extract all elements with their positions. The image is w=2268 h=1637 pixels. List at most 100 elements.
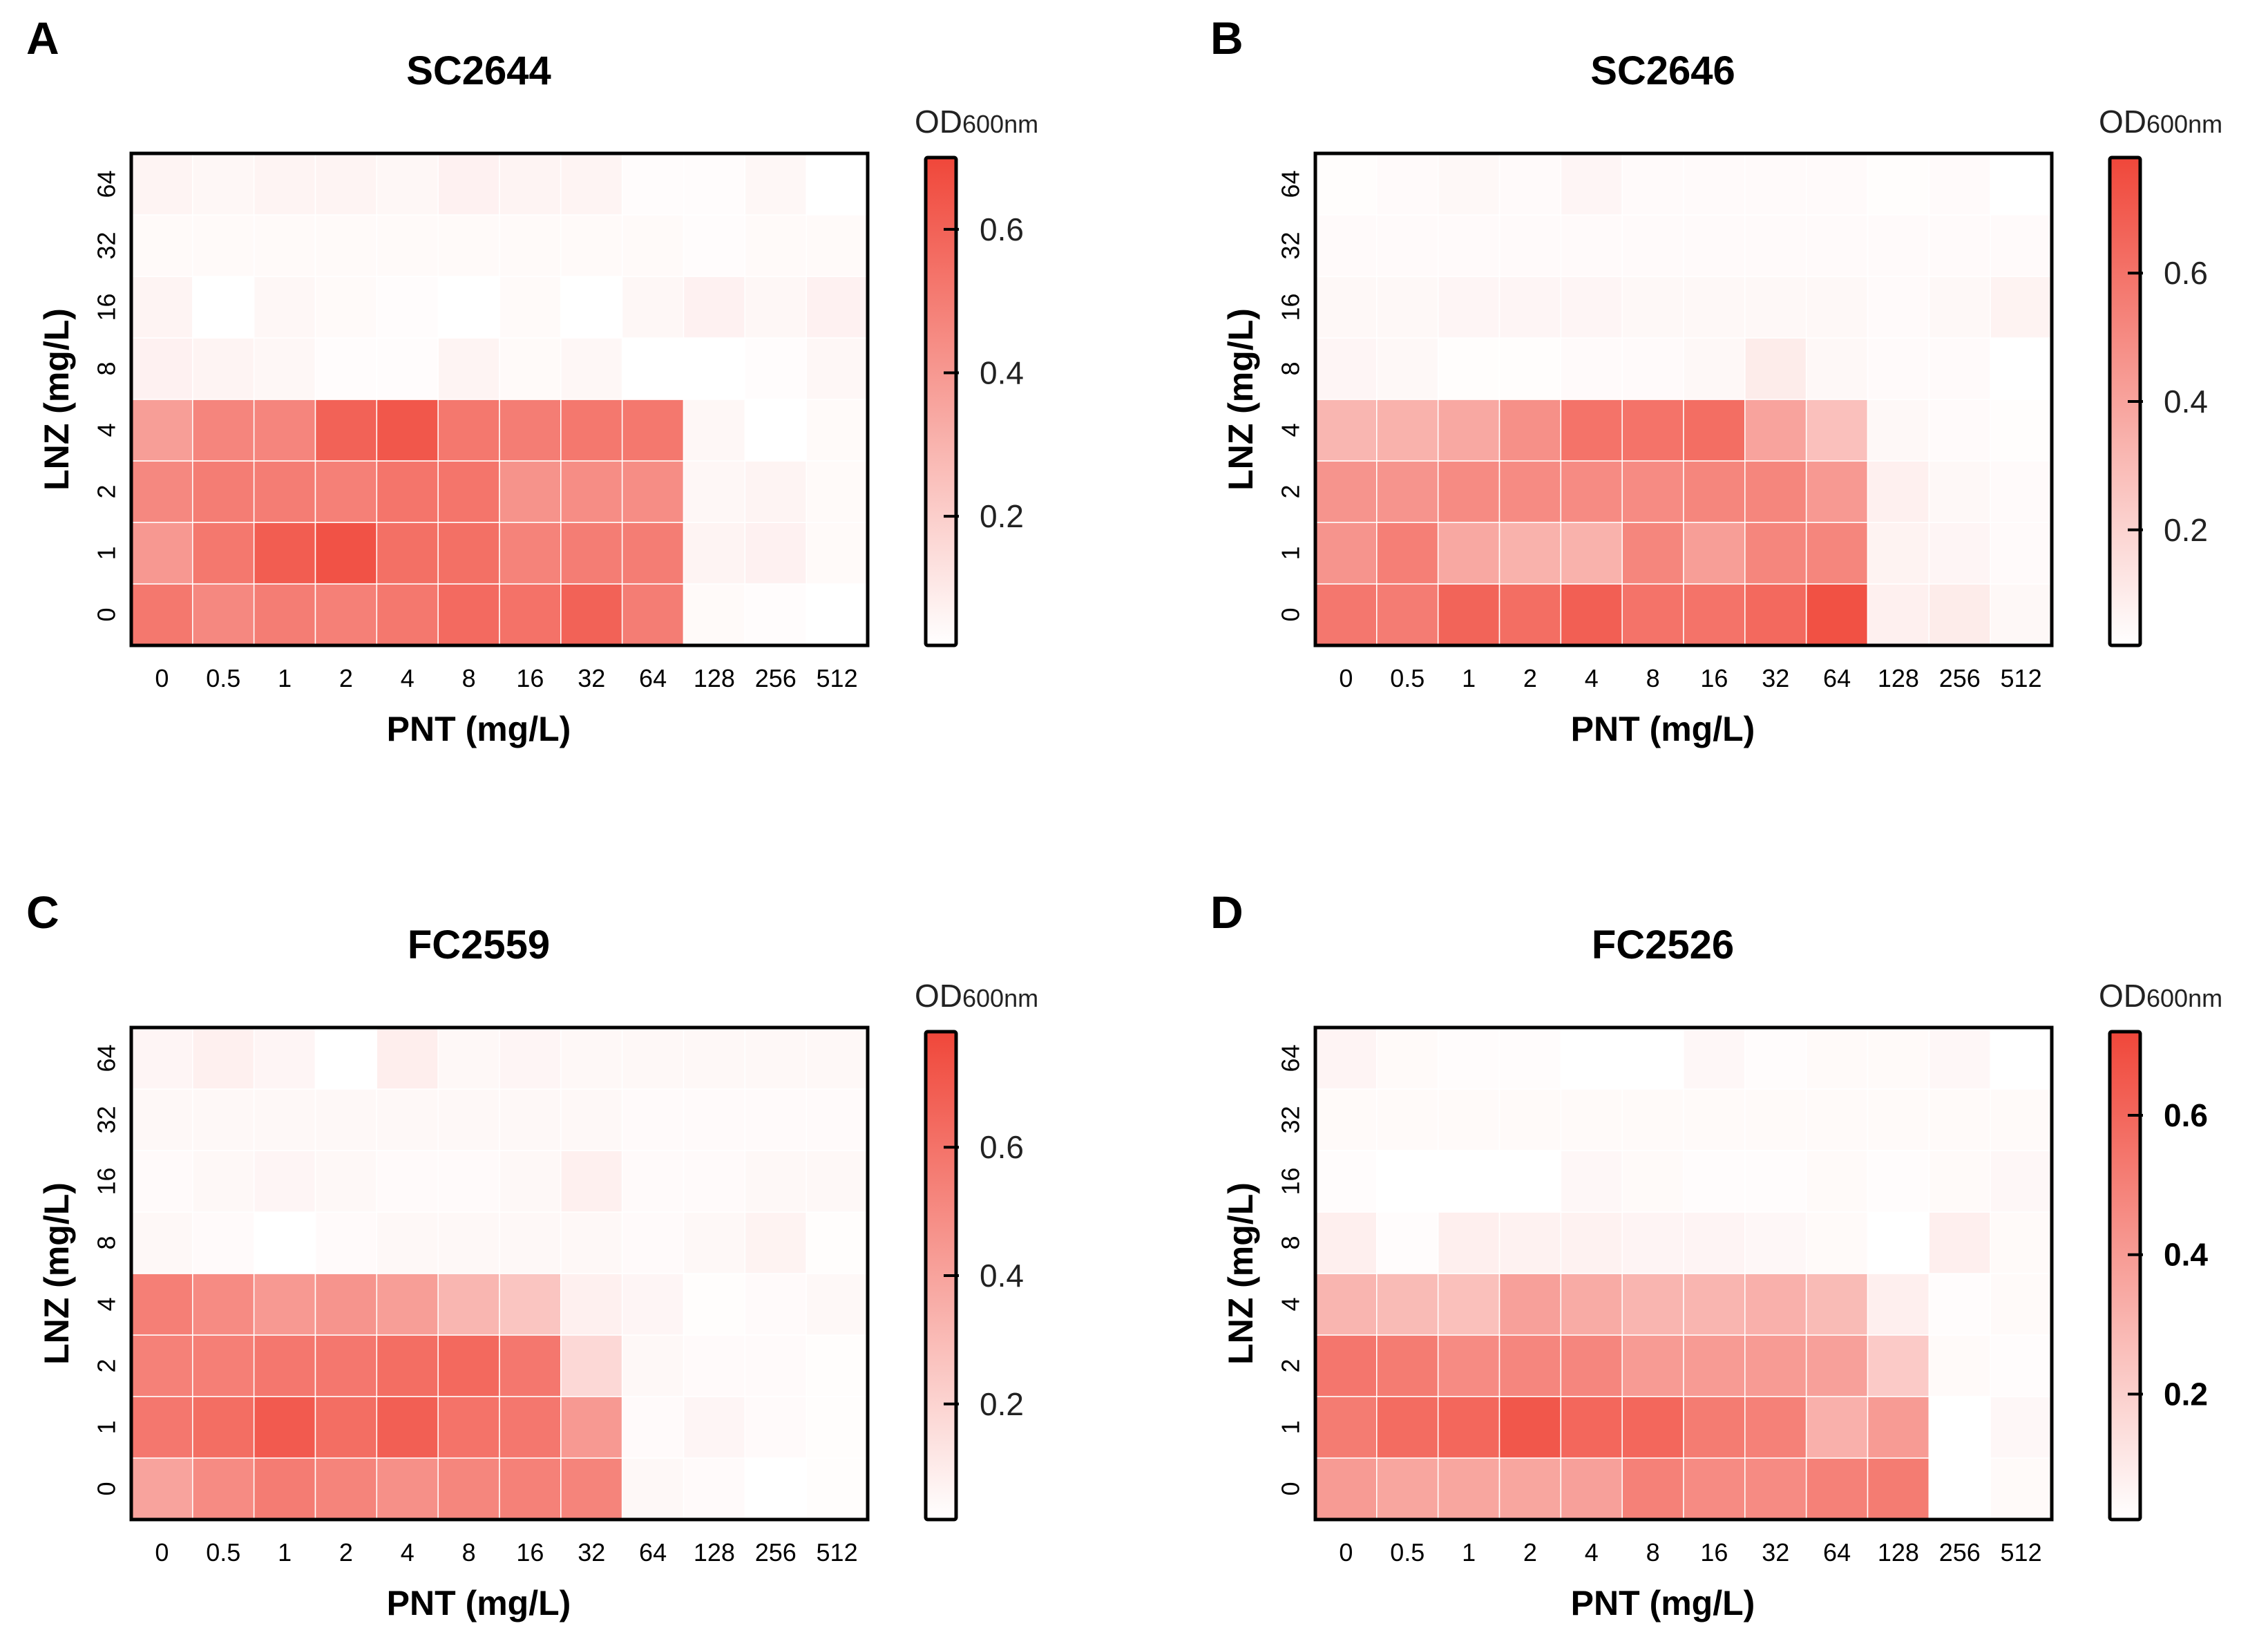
heatmap-cell	[560, 1273, 623, 1336]
heatmap-cell	[1621, 1396, 1684, 1459]
heatmap-cell	[1867, 583, 1930, 646]
heatmap-cell	[1560, 1027, 1623, 1090]
heatmap-cell	[1744, 522, 1807, 585]
heatmap-cell	[1683, 1027, 1746, 1090]
heatmap-cell	[1867, 399, 1930, 462]
heatmap-cell	[806, 1273, 868, 1336]
heatmap-cell	[1744, 153, 1807, 216]
heatmap-cell	[1376, 214, 1439, 277]
heatmap-cell	[1560, 1457, 1623, 1520]
colorbar-title: OD600nm	[2099, 104, 2222, 140]
heatmap-cell	[1683, 1211, 1746, 1274]
x-tick-label: 1	[1462, 1538, 1476, 1567]
heatmap-cell	[1867, 1150, 1930, 1213]
heatmap-cell	[1437, 1027, 1500, 1090]
chart-title: SC2644	[406, 48, 551, 93]
heatmap-cell	[1437, 583, 1500, 646]
heatmap-cell	[1805, 214, 1869, 277]
heatmap-cell	[1315, 1457, 1378, 1520]
heatmap-cell	[253, 276, 316, 339]
heatmap-cell	[1621, 1334, 1684, 1397]
heatmap-cell	[1928, 276, 1991, 339]
heatmap-cell	[806, 153, 868, 216]
y-tick-label: 1	[93, 1420, 121, 1434]
heatmap-cell	[683, 1211, 746, 1274]
y-tick-label: 8	[1277, 361, 1305, 375]
heatmap-cell	[1805, 1334, 1869, 1397]
heatmap-cell	[437, 1088, 500, 1151]
heatmap-cell	[253, 1088, 316, 1151]
heatmap-cell	[437, 1396, 500, 1459]
heatmap-cell	[1928, 1211, 1991, 1274]
heatmap-cell	[1867, 153, 1930, 216]
heatmap-cell	[1990, 583, 2052, 646]
heatmap-cells	[1315, 1027, 2052, 1520]
heatmap-cell	[744, 276, 807, 339]
heatmap-cell	[499, 153, 562, 216]
x-tick-label: 16	[516, 664, 544, 692]
heatmap-cell	[1928, 1457, 1991, 1520]
heatmap-cell	[314, 1150, 378, 1213]
colorbar-tick-label: 0.4	[2164, 384, 2208, 419]
x-tick-label: 2	[339, 1538, 353, 1567]
heatmap-cell	[1376, 276, 1439, 339]
heatmap-cell	[192, 214, 255, 277]
heatmap-cell	[253, 399, 316, 462]
heatmap-cell	[683, 1088, 746, 1151]
heatmap-cell	[437, 1027, 500, 1090]
colorbar-title: OD600nm	[915, 104, 1038, 140]
heatmap-cell	[437, 522, 500, 585]
heatmap-cell	[1560, 337, 1623, 400]
x-tick-label: 2	[1523, 1538, 1537, 1567]
heatmap-cell	[1867, 1396, 1930, 1459]
y-tick-label: 0	[93, 607, 121, 621]
heatmap-cell	[806, 276, 868, 339]
heatmap-cell	[621, 1396, 685, 1459]
heatmap-cell	[376, 1334, 439, 1397]
heatmap-cell	[1315, 214, 1378, 277]
heatmap-cell	[1376, 1027, 1439, 1090]
heatmap-cell	[1990, 1150, 2052, 1213]
y-tick-label: 16	[1277, 293, 1305, 321]
heatmap-cell	[376, 1088, 439, 1151]
colorbar-title: OD600nm	[2099, 978, 2222, 1014]
heatmap-cell	[744, 1396, 807, 1459]
heatmap-cell	[806, 1334, 868, 1397]
heatmap-cell	[253, 1273, 316, 1336]
y-tick-label: 4	[1277, 1297, 1305, 1311]
panel-c: C FC2559 0 0.5 1 2 4 8 16 32 64 128 256 512 0 1 2 4 8 16 32 6…	[26, 887, 1038, 1622]
heatmap-cell	[437, 1211, 500, 1274]
heatmap-cell	[1744, 399, 1807, 462]
heatmap-cell	[499, 1027, 562, 1090]
heatmap-cell	[314, 460, 378, 523]
heatmap-cell	[1990, 1396, 2052, 1459]
heatmap-cell	[683, 1273, 746, 1336]
x-tick-label: 512	[2001, 1538, 2042, 1567]
heatmap-cell	[1437, 337, 1500, 400]
heatmap-cell	[1376, 1334, 1439, 1397]
heatmap-cell	[806, 1211, 868, 1274]
heatmap-cell	[1805, 1088, 1869, 1151]
heatmap-cell	[437, 214, 500, 277]
heatmap-cell	[1560, 214, 1623, 277]
heatmap-cell	[253, 153, 316, 216]
x-tick-label: 2	[1523, 664, 1537, 692]
heatmap-cell	[1621, 1457, 1684, 1520]
heatmap-cell	[1437, 1457, 1500, 1520]
heatmap-cell	[437, 1273, 500, 1336]
heatmap-cell	[1744, 1273, 1807, 1336]
heatmap-cell	[1867, 1211, 1930, 1274]
plot-frame	[129, 1025, 870, 1522]
heatmap-cell	[376, 1273, 439, 1336]
x-tick-label: 128	[694, 1538, 735, 1567]
y-tick-label: 32	[1277, 1106, 1305, 1133]
heatmap-cell	[683, 214, 746, 277]
heatmap-cell	[1437, 1088, 1500, 1151]
colorbar-title-main: OD	[915, 104, 962, 140]
heatmap-cell	[131, 1088, 193, 1151]
x-tick-label: 16	[1700, 664, 1728, 692]
x-tick-label: 256	[755, 1538, 797, 1567]
heatmap-cell	[1744, 460, 1807, 523]
heatmap-cell	[1498, 214, 1562, 277]
chart-title: FC2559	[408, 922, 550, 967]
